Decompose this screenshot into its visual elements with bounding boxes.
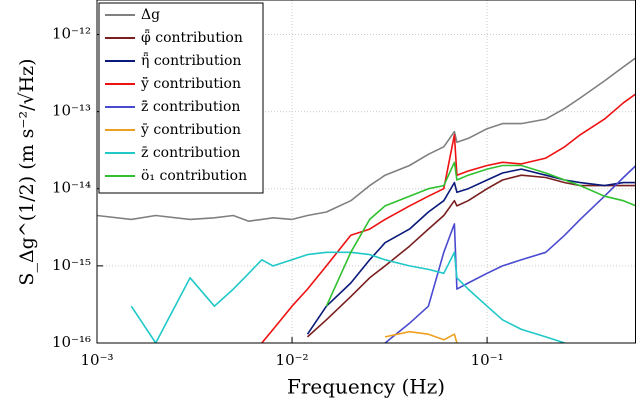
legend-label: ȳ contribution: [140, 122, 241, 138]
legend-label: z̈̄ contribution: [141, 99, 240, 115]
y-tick-label: 10⁻¹⁵: [52, 256, 91, 274]
series-line: [325, 161, 636, 307]
legend-label: z̄ contribution: [141, 145, 240, 161]
legend-label: η̈̄ contribution: [141, 52, 241, 69]
series-line: [306, 174, 636, 338]
series-line: [384, 330, 458, 343]
series-line: [261, 93, 636, 343]
series-line: [130, 251, 565, 343]
series-line: [384, 164, 636, 343]
legend-label: ÿ̄ contribution: [140, 76, 241, 92]
y-axis-label: S_Δg^(1/2) (m s⁻²/√Hz): [16, 58, 38, 285]
y-tick-label: 10⁻¹²: [52, 24, 91, 42]
legend-label: φ̈̄ contribution: [141, 29, 243, 46]
x-tick-label: 10⁻¹: [471, 351, 504, 369]
series-line: [97, 57, 636, 222]
legend-label: ö₁ contribution: [141, 168, 247, 184]
x-axis-label: Frequency (Hz): [287, 375, 445, 399]
y-tick-label: 10⁻¹³: [52, 102, 91, 120]
series-line: [306, 168, 636, 335]
legend-box: [98, 2, 264, 194]
y-tick-label: 10⁻¹⁴: [52, 179, 91, 197]
y-tick-label: 10⁻¹⁶: [52, 333, 91, 351]
legend-label: Δg: [141, 7, 160, 23]
x-tick-label: 10⁻³: [80, 351, 113, 369]
x-tick-label: 10⁻²: [276, 351, 309, 369]
